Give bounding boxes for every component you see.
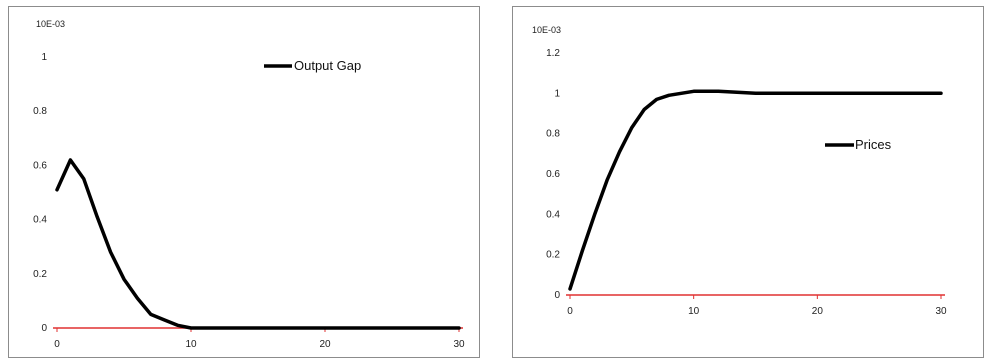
y-tick-label: 0 [554,290,560,301]
y-tick-label: 0 [41,323,47,334]
y-tick-label: 0.4 [546,209,560,220]
y-tick-label: 1 [41,52,47,63]
axis-multiplier-label: 10E-03 [532,25,561,35]
axis-multiplier-label: 10E-03 [36,19,65,29]
y-tick-label: 1.2 [546,48,560,59]
y-tick-label: 0.6 [546,169,560,180]
x-tick-label: 10 [688,306,700,317]
legend-label: Output Gap [294,58,361,73]
chart-panel-prices: 10E-03 0 0.2 0.4 0.6 0.8 1 1.2 0 10 20 30 Prices [512,6,984,358]
series-line-prices [568,89,943,291]
x-tick-label: 30 [935,306,947,317]
series-line-output-gap [55,158,461,330]
y-tick-label: 0.8 [546,129,560,140]
x-tick-label: 0 [54,339,60,350]
x-tick-label: 30 [453,339,465,350]
y-tick-label: 1 [554,88,560,99]
y-tick-label: 0.6 [33,160,47,171]
y-tick-label: 0.4 [33,215,47,226]
y-tick-label: 0.2 [546,250,560,261]
chart-panel-output-gap: 10E-03 0 0.2 0.4 0.6 0.8 1 0 10 20 30 Output Gap [8,6,480,358]
x-tick-label: 20 [812,306,824,317]
y-tick-label: 0.2 [33,269,47,280]
chart-prices: 10E-03 0 0.2 0.4 0.6 0.8 1 1.2 0 10 20 30 Prices [532,25,947,317]
x-tick-label: 10 [185,339,197,350]
x-tick-label: 0 [567,306,573,317]
x-tick-label: 20 [319,339,331,350]
legend-label: Prices [855,137,892,152]
y-tick-label: 0.8 [33,106,47,117]
